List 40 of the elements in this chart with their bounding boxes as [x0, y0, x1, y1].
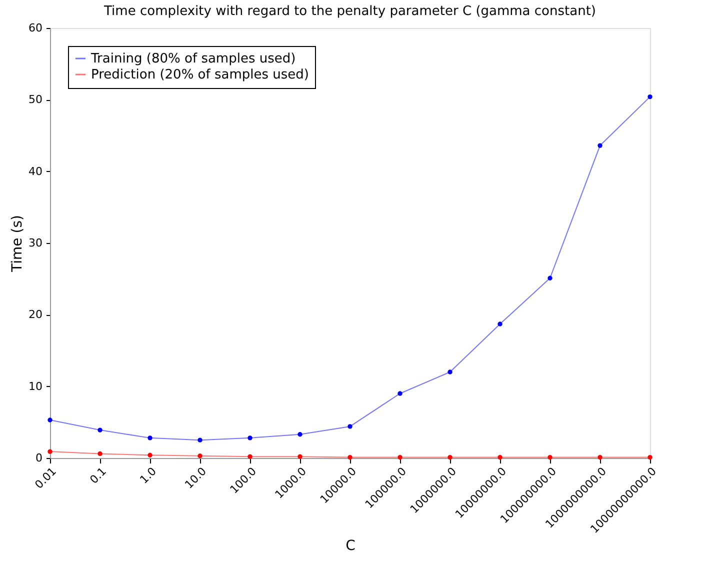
point: [198, 454, 202, 458]
point: [498, 454, 502, 460]
y-tick-label: 50: [28, 93, 42, 106]
y-tick-label: 20: [28, 308, 42, 322]
y-tick-label: 10: [28, 380, 42, 393]
point: [348, 454, 352, 460]
y-tick-label: 40: [28, 164, 42, 178]
y-axis-title: Time (s): [10, 215, 26, 273]
point: [548, 276, 552, 280]
point: [148, 436, 152, 440]
point: [598, 454, 602, 460]
point: [598, 143, 602, 148]
point: [648, 94, 652, 100]
point: [548, 454, 552, 460]
x-tick-label: 0.1: [87, 464, 109, 486]
point: [198, 438, 202, 442]
y-tick-label: 30: [28, 236, 42, 250]
point: [648, 454, 652, 460]
point: [98, 428, 102, 432]
x-tick-label: 1.0: [137, 464, 159, 486]
point: [48, 449, 52, 454]
point: [398, 391, 402, 396]
point: [498, 322, 502, 326]
point: [98, 451, 102, 456]
point: [248, 454, 252, 459]
point: [48, 418, 52, 422]
x-axis-title: C: [346, 538, 356, 554]
point: [248, 436, 252, 440]
point: [398, 454, 402, 460]
point: [148, 452, 152, 458]
y-tick-label: 60: [28, 22, 42, 34]
point: [298, 454, 302, 459]
point: [298, 432, 302, 437]
legend-label: Training (80% of samples used): [90, 52, 296, 66]
point: [448, 370, 452, 374]
point: [348, 424, 352, 429]
chart-title: Time complexity with regard to the penalty parameter C (gamma constant): [103, 4, 596, 19]
legend-label: Prediction (20% of samples used): [91, 68, 309, 82]
point: [448, 454, 452, 460]
y-tick-label: 0: [36, 452, 42, 464]
